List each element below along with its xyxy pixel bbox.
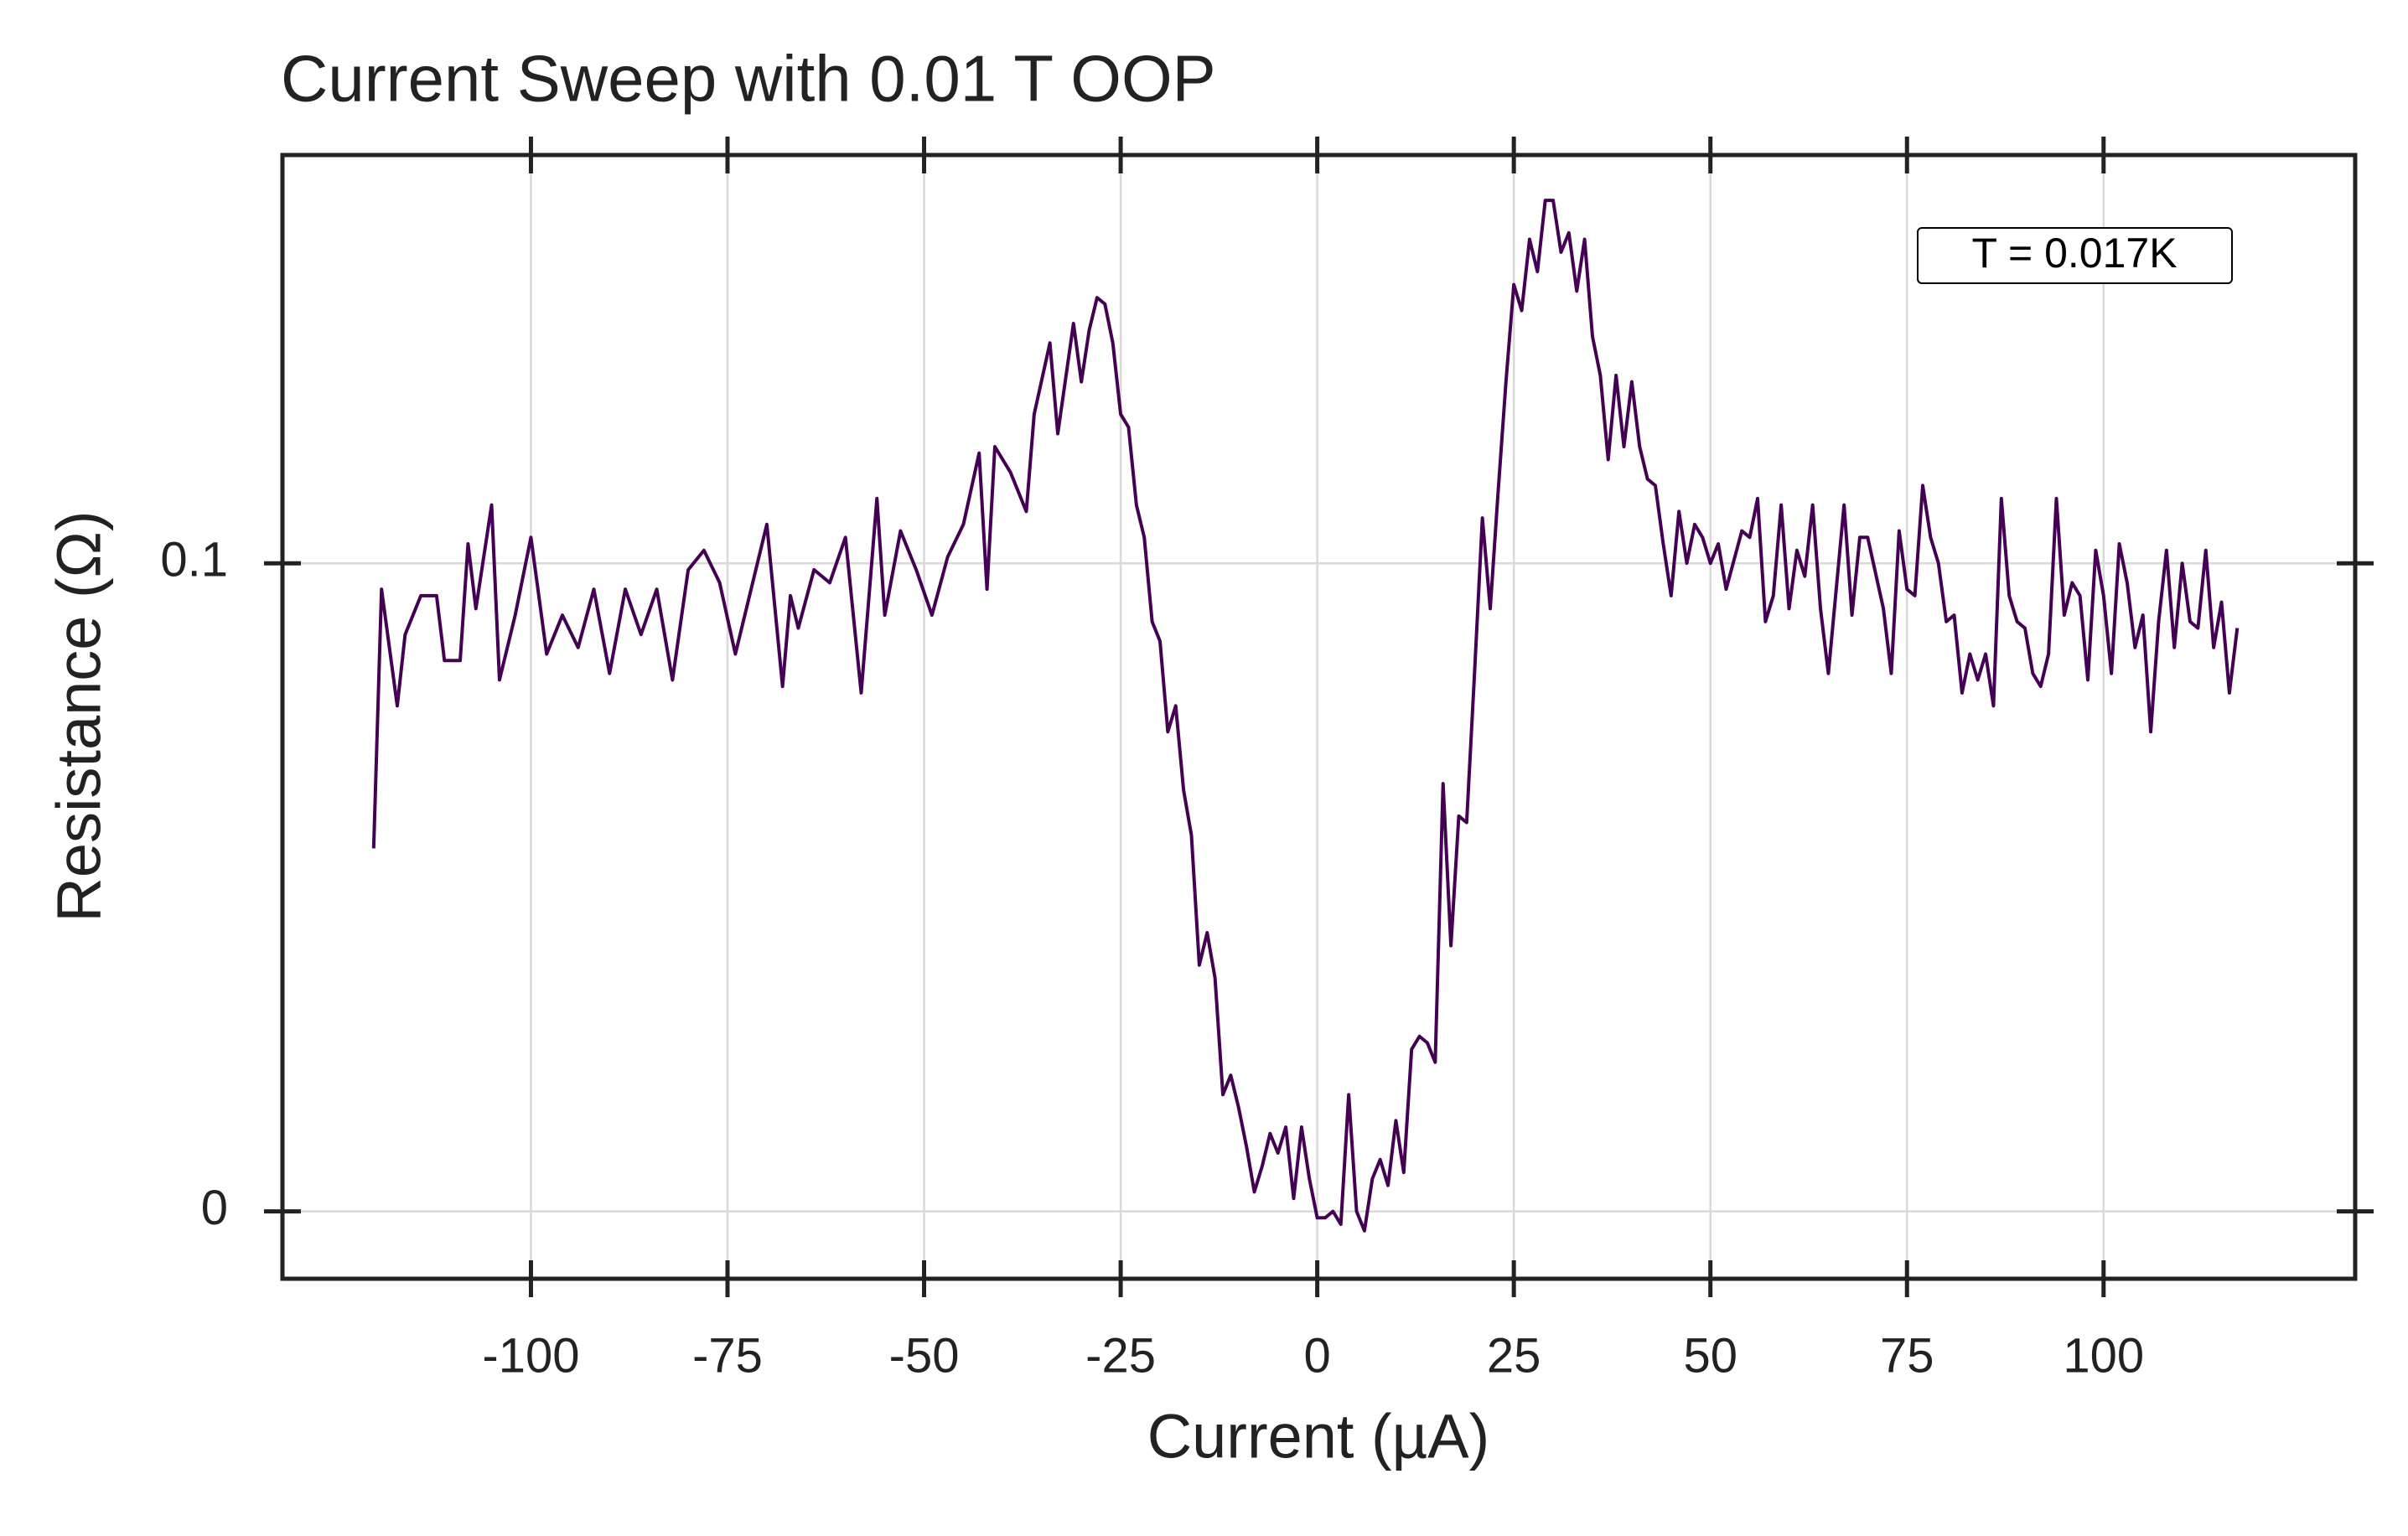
plot-area: [371, 199, 2240, 1233]
x-axis-label: Current (µA): [1147, 1402, 1490, 1471]
x-tick-label: 100: [2063, 1328, 2144, 1383]
x-tick-label: 50: [1683, 1328, 1737, 1383]
grid: [282, 155, 2355, 1279]
chart-title: Current Sweep with 0.01 T OOP: [281, 42, 1216, 116]
y-axis-label: Resistance (Ω): [44, 510, 114, 922]
x-tick-label: 0: [1303, 1328, 1330, 1383]
x-tick-label: -50: [889, 1328, 960, 1383]
y-tick-label: 0: [201, 1181, 228, 1235]
x-tick-label: -75: [692, 1328, 763, 1383]
annotation-box: [1917, 227, 2233, 284]
x-tick-label: 25: [1487, 1328, 1541, 1383]
x-tick-label: -100: [482, 1328, 579, 1383]
x-tick-label: 75: [1880, 1328, 1934, 1383]
annotation: T = 0.017K: [1971, 230, 2177, 277]
y-tick-label: 0.1: [160, 533, 228, 587]
x-tick-label: -25: [1085, 1328, 1156, 1383]
data-line: [371, 199, 2240, 1233]
ticks: -100 -75 -50 -25 0 25 50 75 100 0 0.1: [160, 137, 2374, 1383]
